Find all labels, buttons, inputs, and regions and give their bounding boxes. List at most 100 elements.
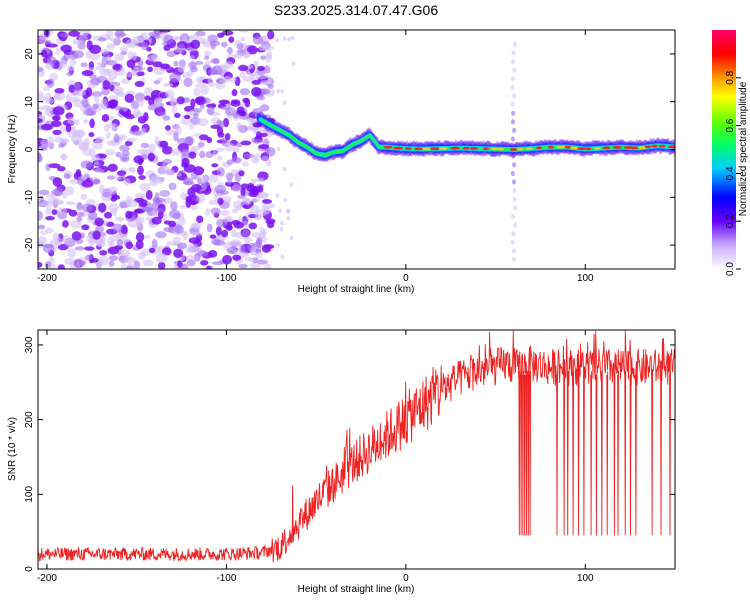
- noise-blob: [196, 193, 206, 203]
- noise-blob: [93, 161, 100, 166]
- noise-blob: [108, 115, 114, 122]
- noise-blob: [105, 221, 115, 227]
- track-peak: [555, 145, 566, 149]
- noise-blob: [512, 188, 517, 194]
- noise-blob: [38, 152, 42, 163]
- noise-blob: [68, 209, 78, 217]
- noise-blob: [180, 217, 186, 226]
- noise-blob: [45, 201, 53, 208]
- noise-blob: [69, 59, 77, 66]
- noise-blob: [143, 234, 151, 240]
- noise-blob: [153, 68, 165, 75]
- noise-blob: [113, 133, 120, 143]
- noise-blob: [180, 192, 187, 201]
- noise-blob: [289, 182, 294, 187]
- noise-blob: [162, 82, 174, 88]
- noise-blob: [275, 193, 280, 198]
- noise-blob: [239, 71, 246, 79]
- noise-blob: [197, 118, 209, 127]
- noise-blob: [81, 98, 89, 108]
- noise-blob: [122, 106, 128, 112]
- track-peak: [547, 145, 554, 149]
- track-peak: [383, 145, 393, 149]
- track-peak: [602, 146, 611, 150]
- noise-blob: [512, 67, 517, 73]
- noise-blob: [81, 70, 94, 77]
- noise-blob: [280, 88, 285, 94]
- noise-blob: [250, 261, 261, 269]
- noise-blob: [70, 96, 80, 103]
- noise-blob: [145, 189, 153, 200]
- x-tick-label: 0: [403, 573, 409, 584]
- noise-blob: [53, 187, 63, 197]
- noise-blob: [235, 231, 242, 239]
- noise-blob: [152, 208, 158, 217]
- noise-blob: [72, 39, 79, 45]
- x-tick-label: -200: [37, 273, 57, 284]
- noise-blob: [510, 76, 515, 82]
- noise-blob: [170, 201, 178, 211]
- noise-blob: [511, 50, 516, 56]
- noise-blob: [176, 242, 188, 250]
- noise-blob: [228, 36, 235, 43]
- noise-blob: [255, 250, 263, 259]
- noise-blob: [510, 213, 515, 220]
- noise-blob: [125, 241, 134, 250]
- snr-y-ticks: 0 100 200 300: [24, 336, 675, 572]
- noise-blob: [134, 111, 144, 118]
- noise-blob: [267, 203, 276, 209]
- noise-blob: [38, 66, 44, 73]
- noise-blob: [46, 78, 55, 88]
- noise-blob: [106, 175, 115, 180]
- noise-blob: [92, 154, 100, 162]
- noise-blob: [247, 45, 258, 55]
- noise-blob: [153, 158, 159, 165]
- x-tick-label: -100: [216, 573, 236, 584]
- noise-blob: [81, 180, 94, 188]
- track-peak: [623, 146, 634, 149]
- noise-blob: [222, 254, 232, 265]
- colorbar-tick-label: 0.6: [725, 118, 736, 132]
- noise-blob: [107, 71, 118, 80]
- noise-blob: [280, 221, 284, 226]
- noise-blob: [215, 226, 222, 236]
- noise-blob: [513, 205, 518, 211]
- noise-blob: [249, 186, 260, 196]
- noise-blob: [58, 142, 65, 148]
- noise-blob: [208, 199, 218, 205]
- noise-blob: [188, 151, 197, 159]
- noise-blob: [511, 248, 516, 254]
- colorbar-gradient: [712, 30, 736, 269]
- noise-blob: [205, 265, 212, 269]
- noise-blob: [196, 177, 203, 185]
- noise-blob: [100, 48, 110, 55]
- noise-blob: [168, 182, 177, 191]
- track-peak: [535, 146, 543, 150]
- noise-blob: [176, 44, 186, 55]
- track-peak: [414, 147, 423, 151]
- noise-blob: [206, 106, 215, 116]
- noise-blob: [211, 163, 219, 168]
- noise-blob: [188, 55, 195, 60]
- noise-blob: [216, 167, 225, 177]
- noise-blob: [182, 72, 191, 79]
- noise-blob: [174, 112, 181, 118]
- noise-blob: [38, 189, 50, 196]
- noise-blob: [154, 192, 160, 202]
- noise-blob: [242, 75, 253, 82]
- noise-blob: [252, 139, 264, 144]
- noise-blob: [162, 161, 168, 168]
- noise-blob: [251, 231, 263, 239]
- noise-blob: [44, 92, 53, 101]
- noise-blob: [197, 141, 205, 148]
- noise-blob: [107, 246, 120, 255]
- track-peak: [422, 147, 431, 151]
- noise-blob: [289, 236, 294, 241]
- noise-blob: [107, 163, 118, 172]
- noise-blob: [44, 40, 52, 45]
- noise-blob: [75, 169, 82, 177]
- noise-blob: [57, 264, 66, 269]
- noise-blob: [190, 98, 196, 109]
- track-peak: [667, 145, 675, 149]
- noise-blob: [282, 36, 287, 41]
